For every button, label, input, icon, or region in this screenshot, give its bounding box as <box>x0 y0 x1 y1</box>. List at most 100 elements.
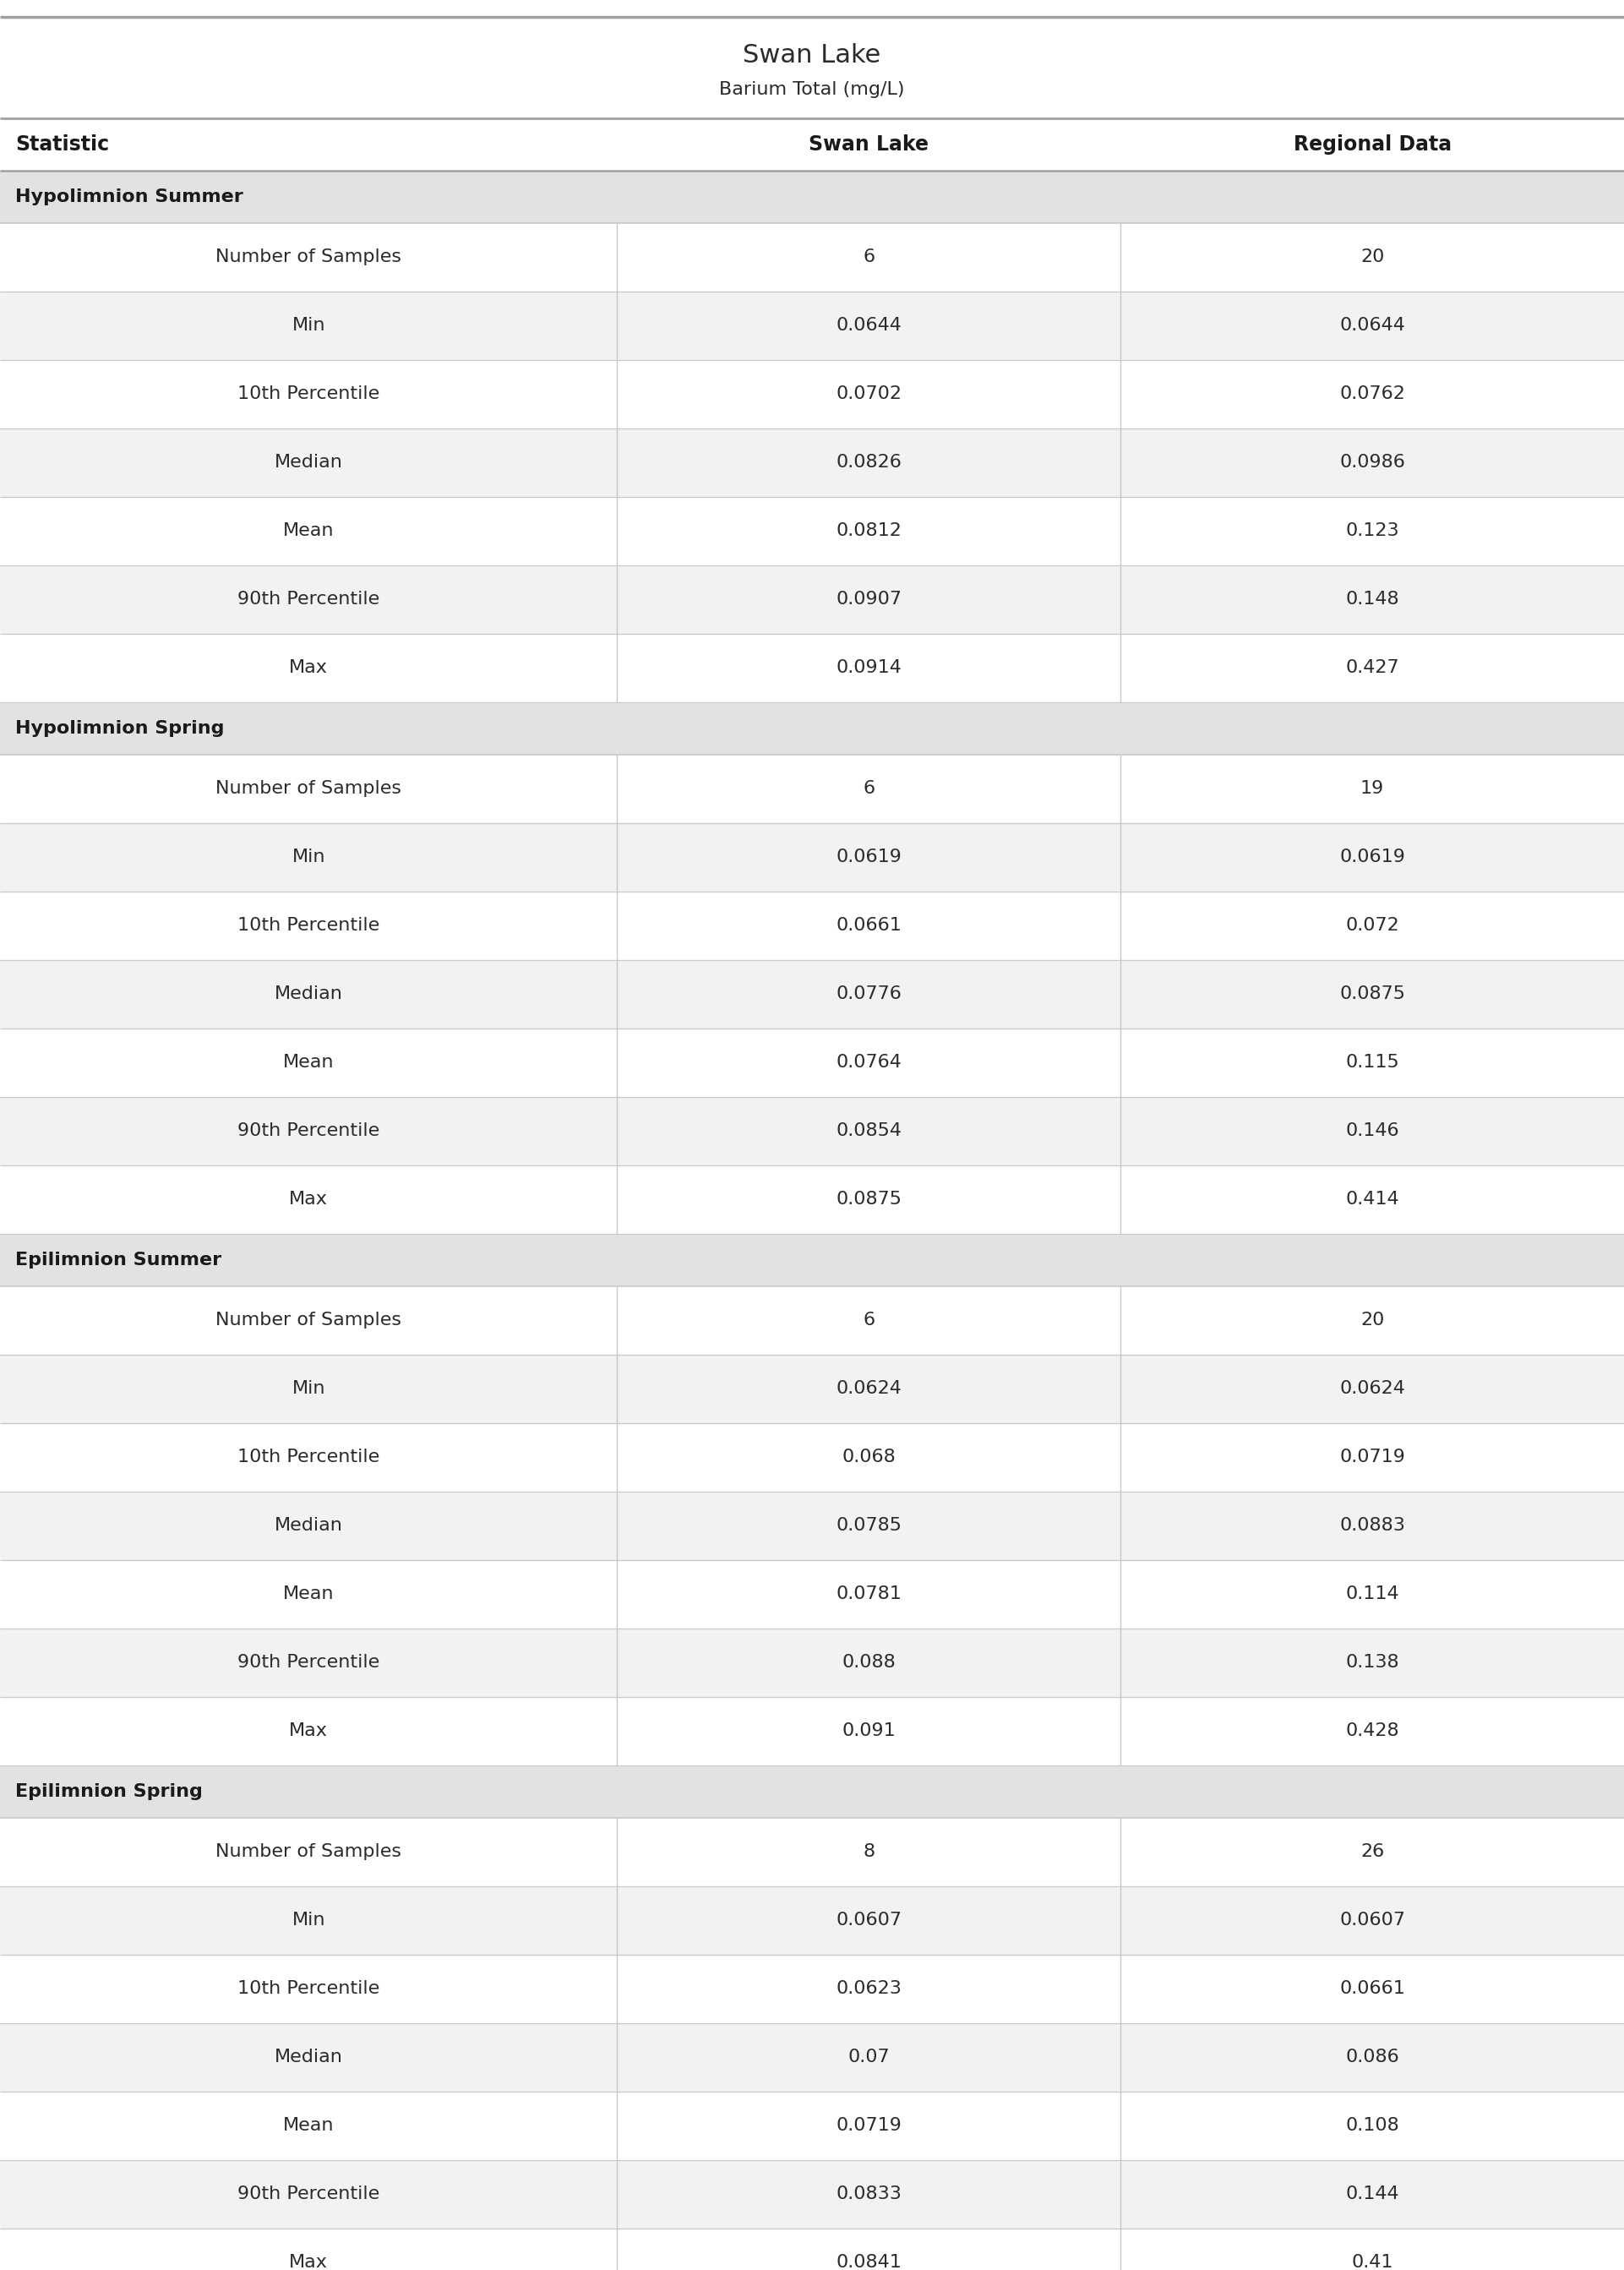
Text: 0.0764: 0.0764 <box>836 1053 901 1071</box>
Bar <box>0 824 1624 892</box>
Text: 0.0702: 0.0702 <box>836 386 901 402</box>
Text: 20: 20 <box>1361 250 1384 266</box>
Text: Mean: Mean <box>283 1587 335 1603</box>
Bar <box>0 960 1624 1028</box>
Text: Hypolimnion Spring: Hypolimnion Spring <box>15 720 224 738</box>
Text: 0.0719: 0.0719 <box>836 2118 901 2134</box>
Bar <box>0 497 1624 565</box>
Bar <box>0 2229 1624 2270</box>
Bar <box>0 222 1624 291</box>
Text: Swan Lake: Swan Lake <box>809 134 929 154</box>
Text: Max: Max <box>289 1192 328 1208</box>
Bar <box>0 2091 1624 2161</box>
Text: 10th Percentile: 10th Percentile <box>237 1448 380 1466</box>
Text: Median: Median <box>274 985 343 1003</box>
Text: 20: 20 <box>1361 1312 1384 1328</box>
Text: 0.068: 0.068 <box>841 1448 896 1466</box>
Bar <box>0 1235 1624 1287</box>
Text: 90th Percentile: 90th Percentile <box>237 590 380 608</box>
Text: Max: Max <box>289 661 328 676</box>
Text: 26: 26 <box>1361 1843 1384 1861</box>
Text: 19: 19 <box>1361 781 1384 797</box>
Text: 0.0883: 0.0883 <box>1340 1516 1405 1535</box>
Text: 0.0875: 0.0875 <box>1340 985 1405 1003</box>
Bar <box>0 1165 1624 1235</box>
Text: 0.146: 0.146 <box>1345 1124 1400 1140</box>
Text: Hypolimnion Summer: Hypolimnion Summer <box>15 188 244 204</box>
Text: 0.0661: 0.0661 <box>1340 1979 1405 1998</box>
Text: 0.115: 0.115 <box>1345 1053 1400 1071</box>
Text: 0.0624: 0.0624 <box>1340 1380 1405 1398</box>
Bar <box>0 1355 1624 1423</box>
Text: 0.0826: 0.0826 <box>836 454 901 472</box>
Bar <box>0 1096 1624 1165</box>
Text: 0.0719: 0.0719 <box>1340 1448 1405 1466</box>
Text: 10th Percentile: 10th Percentile <box>237 1979 380 1998</box>
Text: 0.428: 0.428 <box>1345 1723 1400 1739</box>
Text: 0.0607: 0.0607 <box>1340 1911 1405 1930</box>
Text: 0.0607: 0.0607 <box>836 1911 901 1930</box>
Text: Swan Lake: Swan Lake <box>744 43 880 68</box>
Text: Number of Samples: Number of Samples <box>216 250 401 266</box>
Text: 0.148: 0.148 <box>1345 590 1400 608</box>
Text: 0.0841: 0.0841 <box>836 2254 901 2270</box>
Text: 0.0812: 0.0812 <box>836 522 901 540</box>
Text: Mean: Mean <box>283 1053 335 1071</box>
Text: 0.0776: 0.0776 <box>836 985 901 1003</box>
Bar <box>0 633 1624 701</box>
Bar <box>0 701 1624 754</box>
Bar <box>0 1491 1624 1559</box>
Text: 0.0914: 0.0914 <box>836 661 901 676</box>
Text: 0.072: 0.072 <box>1345 917 1400 935</box>
Bar <box>0 892 1624 960</box>
Text: Epilimnion Summer: Epilimnion Summer <box>15 1251 221 1269</box>
Text: 0.41: 0.41 <box>1351 2254 1393 2270</box>
Text: 0.123: 0.123 <box>1345 522 1400 540</box>
Text: 0.0623: 0.0623 <box>836 1979 901 1998</box>
Text: 0.114: 0.114 <box>1345 1587 1400 1603</box>
Text: Median: Median <box>274 2050 343 2066</box>
Bar <box>0 1766 1624 1818</box>
Text: 0.0833: 0.0833 <box>836 2186 901 2202</box>
Bar <box>0 1886 1624 1954</box>
Text: 0.0762: 0.0762 <box>1340 386 1405 402</box>
Text: 10th Percentile: 10th Percentile <box>237 386 380 402</box>
Text: 90th Percentile: 90th Percentile <box>237 1655 380 1671</box>
Text: 0.0624: 0.0624 <box>836 1380 901 1398</box>
Text: Max: Max <box>289 2254 328 2270</box>
Text: 0.0854: 0.0854 <box>836 1124 901 1140</box>
Text: Regional Data: Regional Data <box>1293 134 1452 154</box>
Bar <box>0 1818 1624 1886</box>
Text: 0.108: 0.108 <box>1345 2118 1400 2134</box>
Text: Max: Max <box>289 1723 328 1739</box>
Bar <box>0 1028 1624 1096</box>
Text: 0.427: 0.427 <box>1345 661 1400 676</box>
Bar <box>0 2023 1624 2091</box>
Text: 0.414: 0.414 <box>1345 1192 1400 1208</box>
Text: Mean: Mean <box>283 522 335 540</box>
Text: 0.0781: 0.0781 <box>836 1587 901 1603</box>
Bar <box>0 754 1624 824</box>
Text: 0.07: 0.07 <box>848 2050 890 2066</box>
Bar <box>0 1287 1624 1355</box>
Text: Min: Min <box>292 1911 325 1930</box>
Text: 0.0986: 0.0986 <box>1340 454 1405 472</box>
Text: 6: 6 <box>862 250 875 266</box>
Text: 10th Percentile: 10th Percentile <box>237 917 380 935</box>
Text: 0.0907: 0.0907 <box>836 590 901 608</box>
Text: 0.144: 0.144 <box>1345 2186 1400 2202</box>
Text: 0.086: 0.086 <box>1345 2050 1400 2066</box>
Text: Min: Min <box>292 318 325 334</box>
Bar <box>0 565 1624 633</box>
Bar <box>0 1559 1624 1628</box>
Bar <box>0 2161 1624 2229</box>
Text: 0.138: 0.138 <box>1345 1655 1400 1671</box>
Text: 90th Percentile: 90th Percentile <box>237 2186 380 2202</box>
Text: 90th Percentile: 90th Percentile <box>237 1124 380 1140</box>
Bar <box>0 361 1624 429</box>
Text: 0.088: 0.088 <box>841 1655 896 1671</box>
Text: 8: 8 <box>862 1843 875 1861</box>
Bar <box>0 118 1624 170</box>
Text: Number of Samples: Number of Samples <box>216 781 401 797</box>
Bar <box>0 1423 1624 1491</box>
